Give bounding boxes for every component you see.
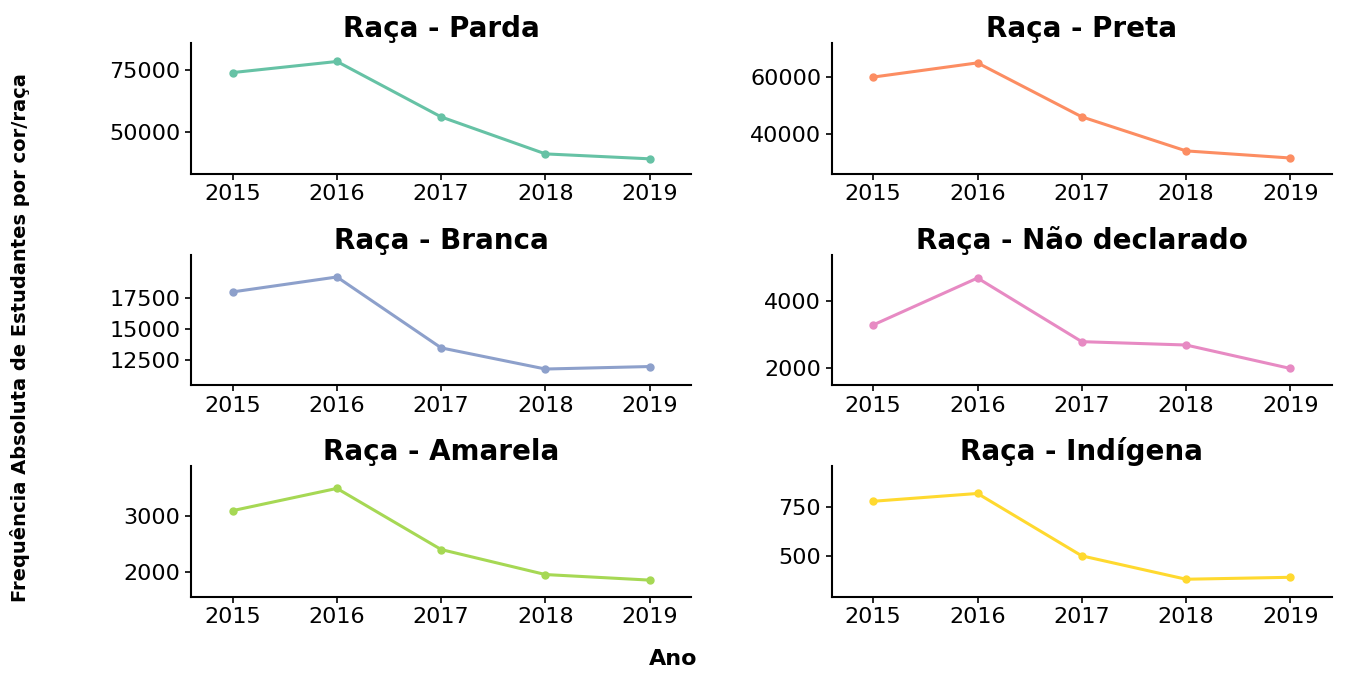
Text: Ano: Ano [649,649,698,669]
Title: Raça - Parda: Raça - Parda [342,15,540,43]
Title: Raça - Branca: Raça - Branca [334,226,548,255]
Title: Raça - Não declarado: Raça - Não declarado [916,226,1247,255]
Text: Frequência Absoluta de Estudantes por cor/raça: Frequência Absoluta de Estudantes por co… [11,74,30,602]
Title: Raça - Indígena: Raça - Indígena [960,437,1203,466]
Title: Raça - Amarela: Raça - Amarela [323,438,559,466]
Title: Raça - Preta: Raça - Preta [986,15,1177,43]
